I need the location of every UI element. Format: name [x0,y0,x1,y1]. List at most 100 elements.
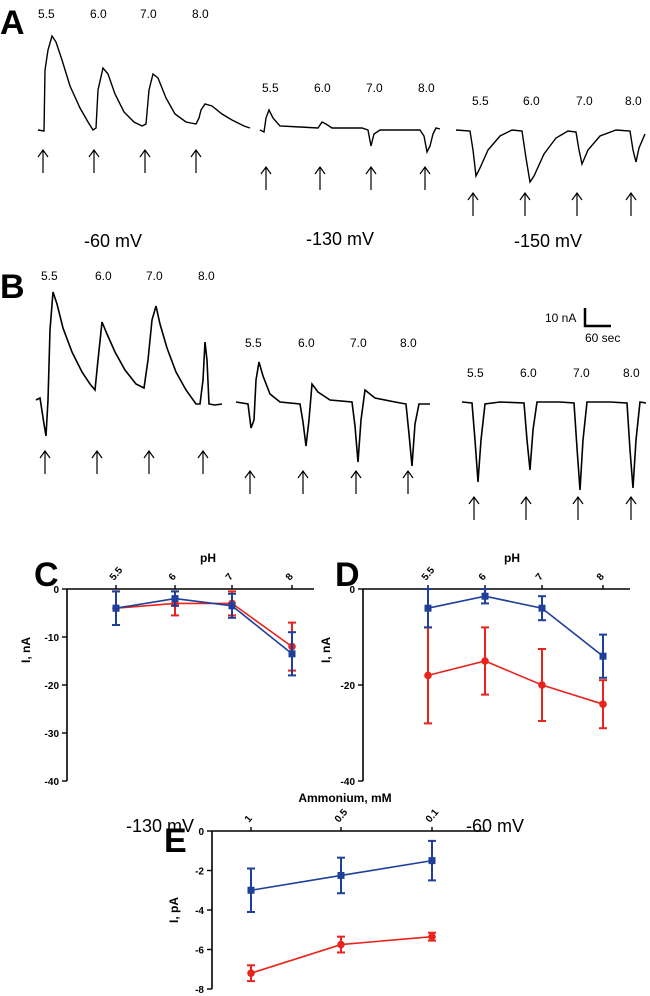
y-tick-label: -10 [45,633,60,644]
series-line-blue [427,595,604,657]
current-trace [35,291,223,437]
chart-c: C 5.5 6 7 8 0 -10 -20 -30 -40 pH I, nA -130 mV [19,551,314,836]
voltage-label: -130 mV [306,229,374,249]
series-line-red [115,602,293,648]
ph-label: 7.0 [146,269,163,283]
data-point-square [428,857,436,865]
series-line-blue [115,597,293,655]
x-axis-title: Ammonium, mM [298,791,391,805]
arrow-icon [37,148,49,173]
arrow-icon [625,191,637,216]
arrow-icon [143,449,155,474]
voltage-label: -150 mV [514,231,582,251]
arrow-icon [402,469,414,494]
ph-label: 6.0 [90,7,107,21]
panel-letter-b: B [0,268,25,306]
scale-bar: 10 nA 60 sec [545,308,620,345]
arrow-icon [190,148,202,173]
ph-label: 8.0 [625,94,642,108]
series-line-red [427,660,604,705]
data-point-square [171,595,179,603]
data-point-square [424,604,432,612]
arrow-icon [197,449,209,474]
x-axis-title: pH [504,551,520,565]
ph-label: 6.0 [95,269,112,283]
ph-label: 6.0 [523,94,540,108]
arrow-icon [419,165,431,190]
ph-label: 5.5 [38,7,55,21]
y-tick-label: -30 [45,729,60,740]
y-tick-label: 0 [53,585,59,596]
panel-a-group-2: 5.5 6.0 7.0 8.0 -130 mV [259,81,441,249]
data-point-square [247,886,255,894]
panel-b-group-3: 5.5 6.0 7.0 8.0 [461,366,647,520]
data-point-square [599,652,607,660]
y-tick-label: -4 [195,906,204,917]
ph-label: 8.0 [400,336,417,350]
y-tick-label: -8 [195,985,204,996]
scale-bar-lines [583,308,611,328]
data-point-circle [428,932,436,941]
current-trace [461,401,647,491]
arrow-icon [572,495,584,520]
ph-label: 7.0 [366,81,383,95]
ph-label: 8.0 [198,269,215,283]
x-tick-label: 5.5 [108,565,126,583]
data-point-square [481,592,489,600]
arrow-icon [88,148,100,173]
ph-label: 7.0 [140,7,157,21]
y-tick-label: -40 [45,777,60,788]
panel-letter-d: D [335,556,360,594]
scale-time-label: 60 sec [585,331,620,345]
data-point-square [228,602,236,610]
arrow-icon [350,469,362,494]
ph-label: 5.5 [472,94,489,108]
arrow-icon [467,191,479,216]
arrow-icon [139,148,151,173]
current-trace [455,129,646,184]
y-tick-label: -40 [341,777,356,788]
panel-a-group-3: 5.5 6.0 7.0 8.0 -150 mV [455,94,646,251]
panel-a-group-1: 5.5 6.0 7.0 8.0 -60 mV [37,7,251,251]
chart-d: D 5.5 6 7 8 0 -20 -40 pH I, nA -60 mV [319,551,630,836]
ph-label: 6.0 [298,336,315,350]
data-point-circle [481,657,489,665]
arrow-icon [571,191,583,216]
x-tick-label: 0.1 [424,807,442,825]
data-point-square [538,604,546,612]
current-trace [235,361,430,467]
y-tick-label: -2 [195,867,204,878]
scale-current-label: 10 nA [545,311,576,325]
arrow-icon [39,449,51,474]
arrow-icon [625,495,637,520]
ph-label: 7.0 [350,336,367,350]
data-point-circle [599,700,607,708]
data-point-circle [247,969,255,977]
x-tick-label: 6 [477,571,489,583]
data-point-square [337,871,345,879]
arrow-icon [244,469,256,494]
y-tick-label: -6 [195,946,204,957]
arrow-icon [365,165,377,190]
arrow-icon [260,165,272,190]
arrow-icon [519,191,531,216]
current-trace [37,34,251,132]
chart-e: E 1 0.5 0.1 0 -2 -4 -6 -8 Ammonium, mM I, pA [164,791,486,996]
y-axis-title: I, nA [319,637,333,663]
y-tick-label: -20 [341,681,356,692]
ph-label: 7.0 [576,94,593,108]
ph-label: 8.0 [623,366,640,380]
ph-label: 8.0 [418,81,435,95]
ph-label: 7.0 [573,366,590,380]
x-tick-label: 8 [284,571,296,583]
ph-label: 5.5 [262,81,279,95]
ph-label: 8.0 [192,7,209,21]
voltage-caption: -60 mV [466,816,524,836]
ph-label: 6.0 [520,366,537,380]
data-point-circle [337,940,345,949]
y-axis-title: I, nA [19,637,33,663]
ph-label: 5.5 [467,366,484,380]
arrow-icon [314,165,326,190]
voltage-label: -60 mV [84,231,142,251]
